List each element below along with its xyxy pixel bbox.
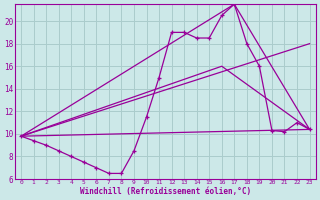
X-axis label: Windchill (Refroidissement éolien,°C): Windchill (Refroidissement éolien,°C) xyxy=(80,187,251,196)
